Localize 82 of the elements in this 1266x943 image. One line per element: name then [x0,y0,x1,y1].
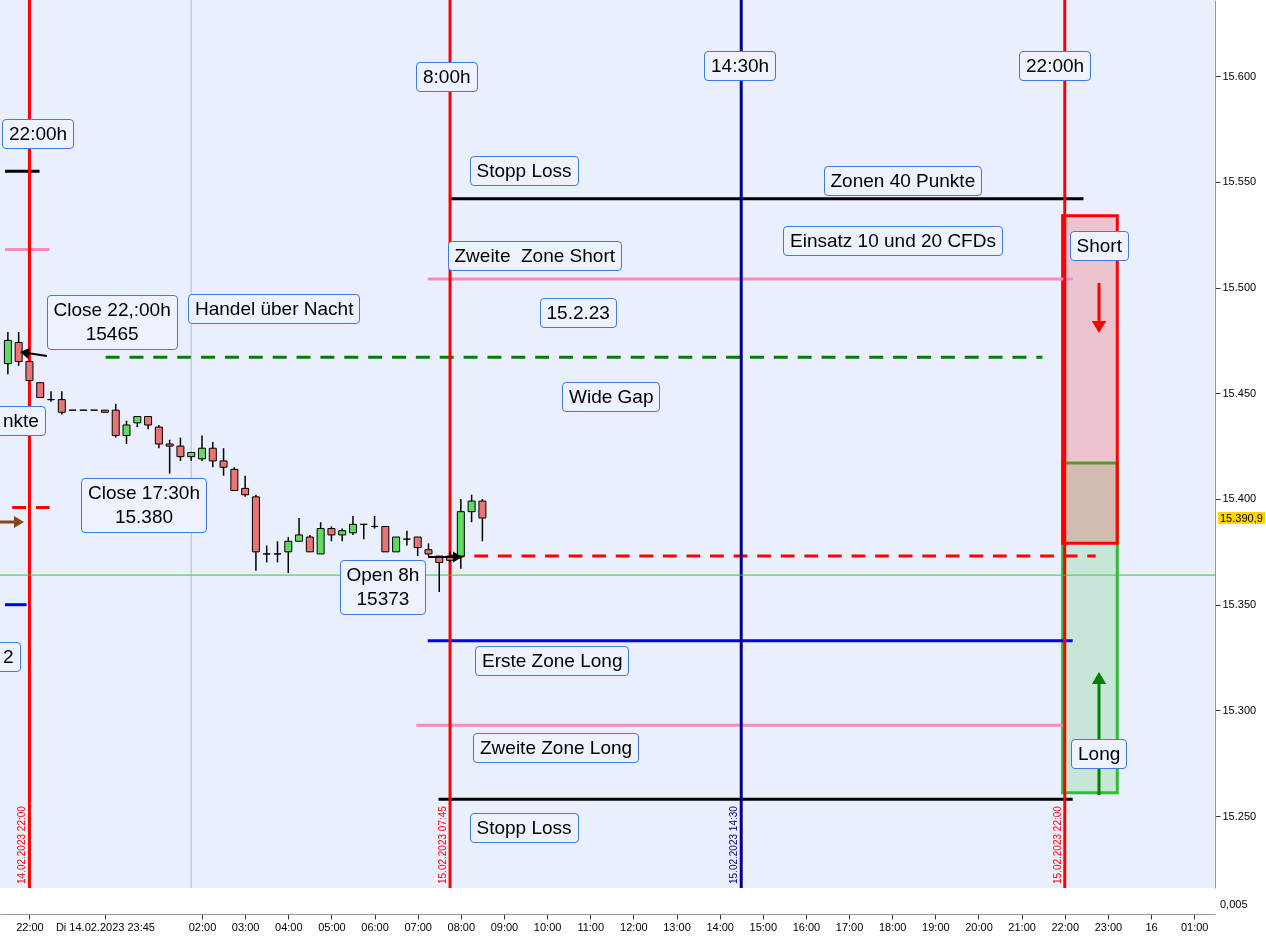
x-tick-label: 09:00 [490,920,519,933]
candlestick [295,517,304,543]
y-tick-label: 15.500 [1222,281,1257,294]
annotation: Open 8h 15373 [339,559,427,615]
candlestick [273,540,282,564]
x-tick-label: 18:00 [878,920,907,933]
annotation: Close 17:30h 15.380 [81,477,207,533]
x-tick-label: 02:00 [188,920,217,933]
y-tick-label: 15.600 [1222,69,1257,82]
x-tick-label: 20:00 [965,920,993,933]
y-tick-label: 15.400 [1222,492,1257,505]
candlestick [198,434,206,462]
x-tick-label: 19:00 [922,920,950,933]
text: 0,005 [1220,898,1248,910]
candlestick [402,529,411,547]
candlestick [14,331,23,367]
candlestick [154,424,163,449]
text: 15.390,9 [1218,512,1265,524]
ref-line-label: 15.02.2023 14:30 [728,805,740,884]
candlestick [176,436,185,462]
annotation: 22:00h [2,118,75,150]
candlestick [348,515,357,536]
annotation: Erste Zone Long [475,645,630,677]
annotation: Stopp Loss [469,812,579,844]
annotation: Long [1071,738,1128,770]
candlestick [219,447,228,477]
annotation: 15.2.23 [539,297,617,329]
ref-line-label: 15.02.2023 22:00 [1051,805,1063,884]
x-tick-label: 23:00 [1094,920,1123,933]
annotation: Zweite Zone Long [473,732,640,764]
annotation: nkte [0,405,46,437]
candlestick [25,361,34,382]
candlestick [122,419,131,445]
annotation: 22:00h [1019,50,1092,82]
candlestick [230,466,239,492]
x-tick-label: 22:00 [16,920,44,933]
candlestick [165,439,174,475]
x-tick-label: 14:00 [706,920,734,933]
candlestick [478,498,487,543]
candlestick [57,390,66,416]
annotation: Close 22,:00h 15465 [46,294,178,350]
x-tick-label: 06:00 [361,920,389,933]
candlestick [284,536,293,574]
y-tick-label: 15.250 [1222,809,1257,822]
annotation: 2 [0,641,21,673]
x-tick-label: 17:00 [835,920,864,933]
x-tick-label: 11:00 [577,920,605,933]
annotation: Einsatz 10 und 20 CFDs [783,225,1003,257]
annotation: Handel über Nacht [188,293,361,325]
x-tick-label: 08:00 [447,920,476,933]
x-tick-label: 15:00 [749,920,778,933]
x-tick-label: 05:00 [318,920,346,933]
annotation: 8:00h [416,61,478,93]
x-tick-label: 12:00 [620,920,648,933]
x-tick-label: 10:00 [533,920,562,933]
ref-line-label: 15.02.2023 07:45 [437,805,449,884]
y-tick-label: 15.450 [1222,386,1257,399]
annotation: Wide Gap [562,381,661,413]
x-tick-label: 13:00 [663,920,691,933]
y-tick-label: 15.550 [1222,175,1257,188]
x-tick-label: 07:00 [404,920,432,933]
candlestick [467,493,476,523]
x-tick-label: 03:00 [231,920,260,933]
x-tick-label: 01:00 [1180,920,1209,933]
y-tick-label: 15.300 [1222,703,1257,716]
candlestick [241,474,250,498]
x-tick-label: 21:00 [1008,920,1036,933]
ref-line-label: 14.02.2023 22:00 [16,805,28,884]
x-tick-label: 16 [1145,920,1158,933]
candlestick [208,441,217,469]
x-tick-label: Di 14.02.2023 23:45 [55,920,155,933]
x-tick-label: 22:00 [1051,920,1080,933]
annotation: 14:30h [704,50,777,82]
candlestick [413,536,422,557]
y-tick-label: 15.350 [1222,598,1257,611]
annotation: Zonen 40 Punkte [823,165,983,197]
annotation: Zweite Zone Short [447,240,623,272]
x-tick-label: 16:00 [792,920,821,933]
x-tick-label: 04:00 [275,920,303,933]
candlestick [3,331,12,375]
annotation: Short [1069,230,1129,262]
annotation: Stopp Loss [469,155,579,187]
